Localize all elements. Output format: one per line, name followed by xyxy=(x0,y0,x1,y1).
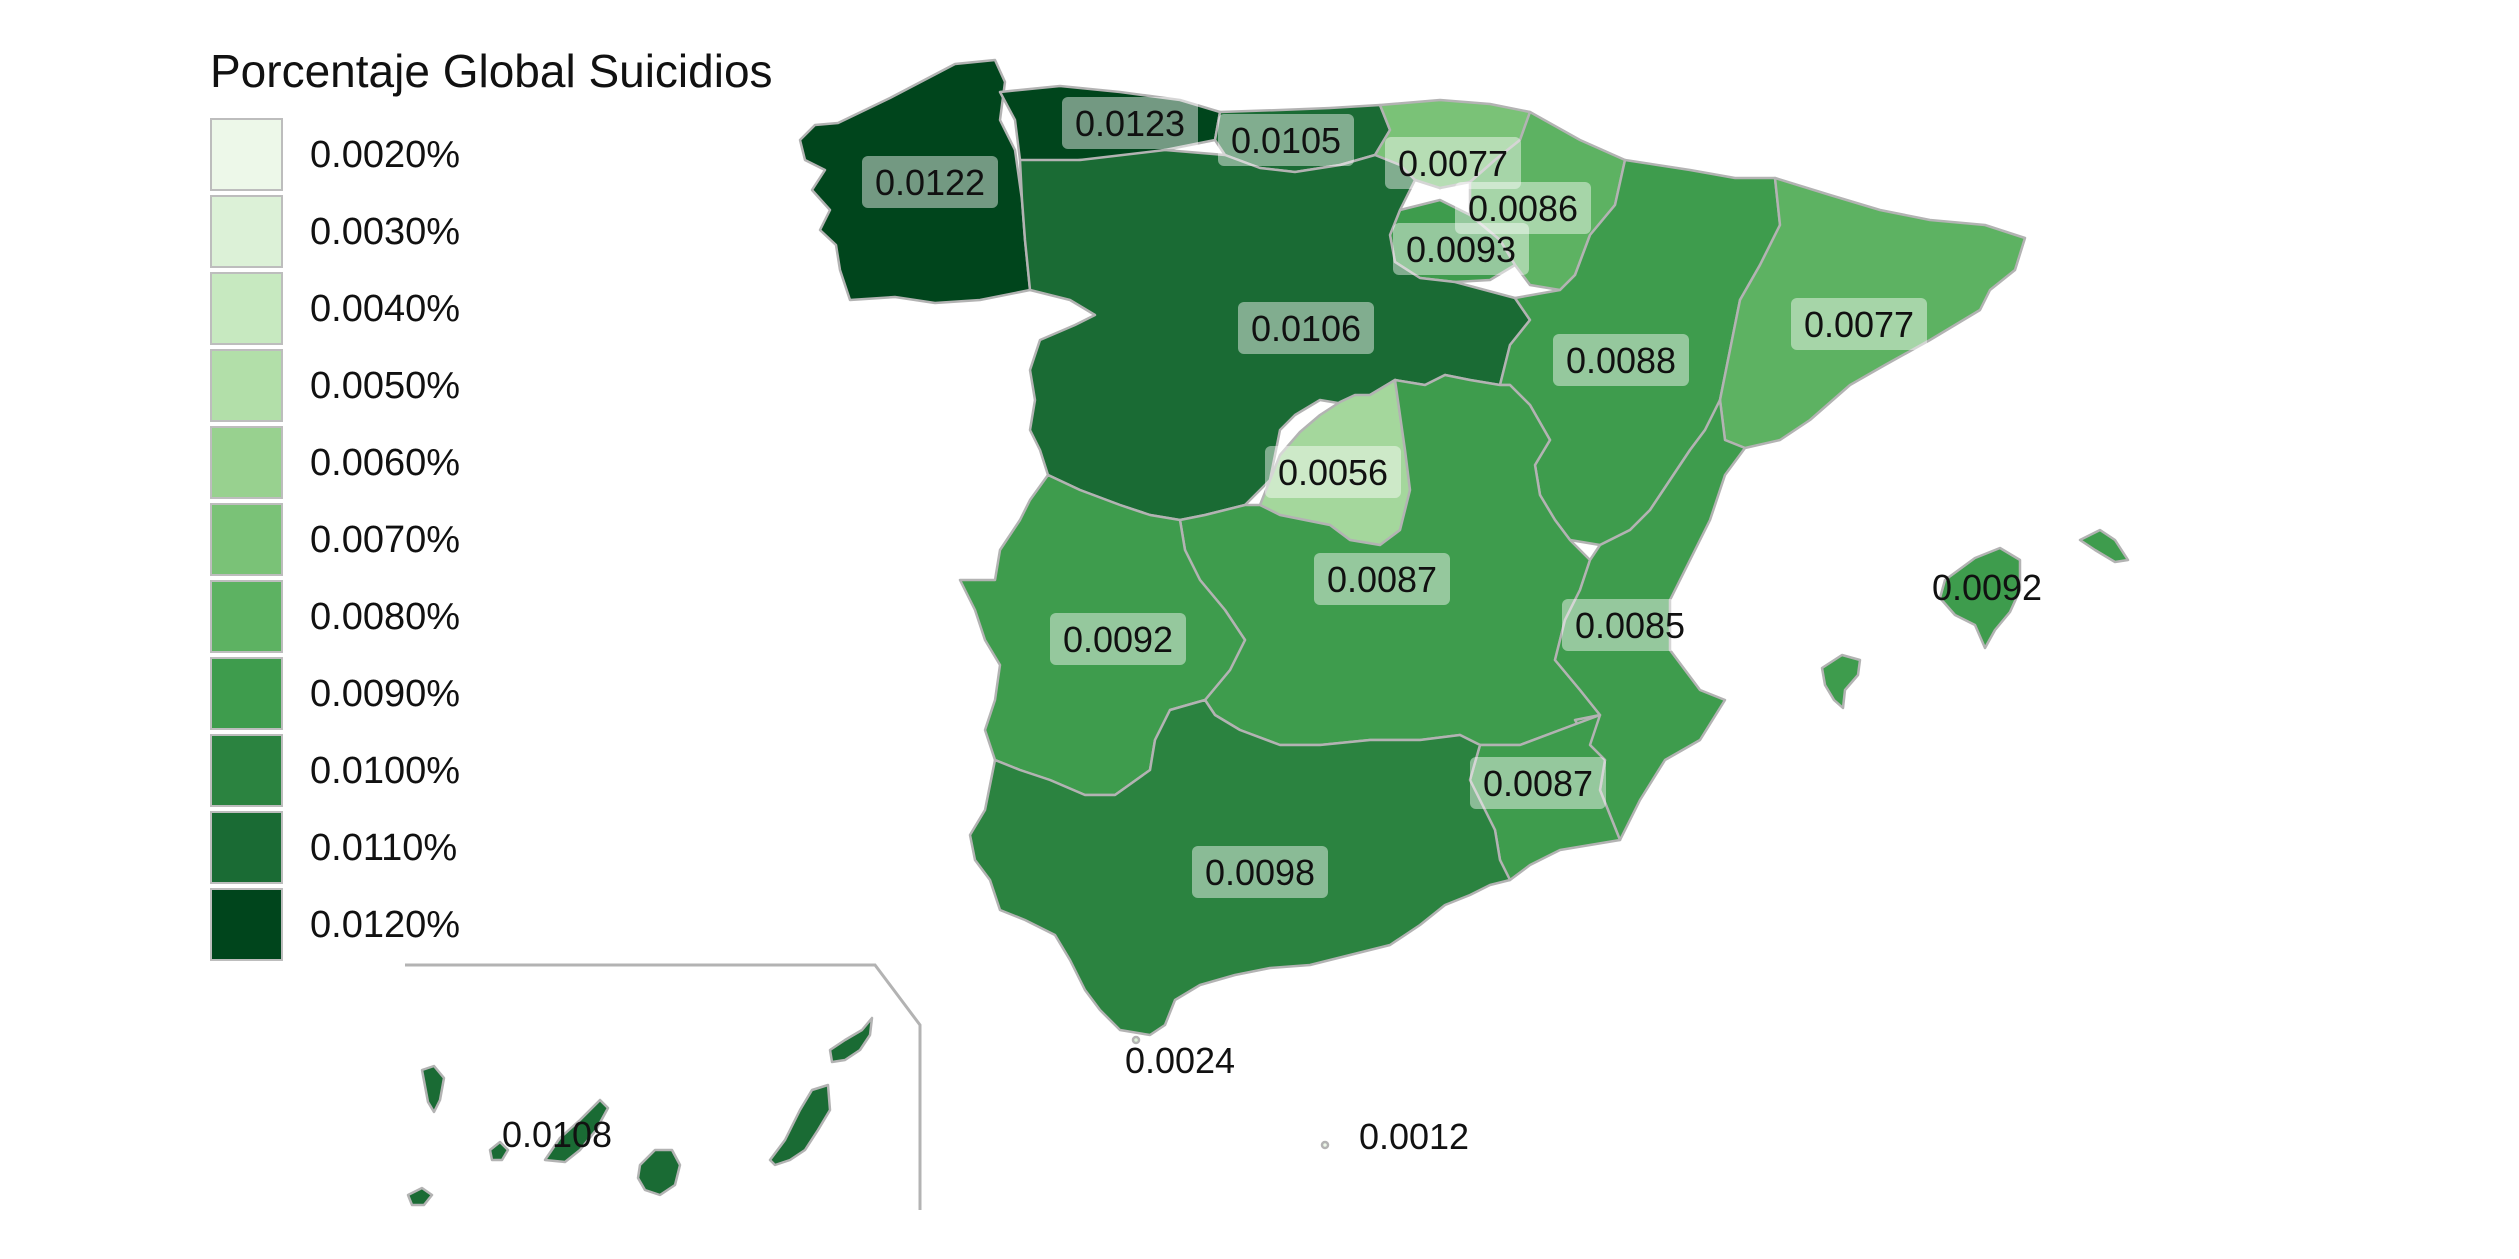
region-canarias-fuerteventura[interactable] xyxy=(768,1083,832,1167)
legend-swatch xyxy=(210,195,283,268)
label-cantabria: 0.0105 xyxy=(1218,114,1354,166)
legend-swatch xyxy=(210,734,283,807)
label-text: 0.0108 xyxy=(502,1114,612,1155)
legend-label: 0.0040% xyxy=(310,288,461,330)
label-cataluna: 0.0077 xyxy=(1791,298,1927,350)
legend-label: 0.0060% xyxy=(310,442,461,484)
label-pais-vasco: 0.0077 xyxy=(1385,137,1521,189)
label-bg xyxy=(1314,553,1450,605)
label-text: 0.0012 xyxy=(1359,1116,1469,1157)
label-bg xyxy=(1385,137,1521,189)
label-bg xyxy=(1791,298,1927,350)
legend-label: 0.0100% xyxy=(310,750,461,792)
label-comunidad-valenciana: 0.0085 xyxy=(1562,599,1698,651)
label-ceuta: 0.0024 xyxy=(1125,1040,1235,1081)
legend-swatch xyxy=(210,657,283,730)
legend-label: 0.0070% xyxy=(310,519,461,561)
region-value-labels: 0.0122 0.0123 0.0105 0.0077 0.0086 0.009… xyxy=(502,97,2042,1157)
label-aragon: 0.0088 xyxy=(1553,334,1689,386)
label-bg xyxy=(862,156,998,208)
region-andalucia[interactable] xyxy=(968,698,1512,1037)
label-bg xyxy=(1562,599,1698,651)
legend-swatch xyxy=(210,118,283,191)
legend-swatch xyxy=(210,888,283,961)
label-castilla-la-mancha: 0.0087 xyxy=(1314,553,1450,605)
region-canarias-lapalma[interactable] xyxy=(420,1064,446,1114)
legend-swatch xyxy=(210,349,283,422)
label-text: 0.0105 xyxy=(1231,120,1341,161)
legend-label: 0.0120% xyxy=(310,904,461,946)
label-navarra: 0.0086 xyxy=(1455,182,1591,234)
label-bg xyxy=(1393,223,1529,275)
label-text: 0.0056 xyxy=(1278,452,1388,493)
region-ceuta[interactable] xyxy=(1131,1035,1141,1045)
label-bg xyxy=(1553,334,1689,386)
label-bg xyxy=(1470,757,1606,809)
legend-swatch xyxy=(210,580,283,653)
region-canarias-lanzarote[interactable] xyxy=(828,1016,874,1064)
label-text: 0.0093 xyxy=(1406,229,1516,270)
label-asturias: 0.0123 xyxy=(1062,97,1198,149)
label-bg xyxy=(1238,302,1374,354)
label-baleares: 0.0092 xyxy=(1932,567,2042,608)
label-la-rioja: 0.0093 xyxy=(1393,223,1529,275)
region-canarias-hierro[interactable] xyxy=(406,1186,434,1207)
label-galicia: 0.0122 xyxy=(862,156,998,208)
region-baleares-menorca[interactable] xyxy=(2078,528,2130,564)
label-text: 0.0122 xyxy=(875,162,985,203)
region-baleares-ibiza[interactable] xyxy=(1820,653,1862,710)
label-text: 0.0077 xyxy=(1398,143,1508,184)
legend-label: 0.0030% xyxy=(310,211,461,253)
region-cataluna[interactable] xyxy=(1718,176,2027,450)
label-text: 0.0085 xyxy=(1575,605,1685,646)
label-bg xyxy=(1455,182,1591,234)
label-madrid: 0.0056 xyxy=(1265,446,1401,498)
label-text: 0.0088 xyxy=(1566,340,1676,381)
region-baleares-mallorca[interactable] xyxy=(1938,546,2022,650)
legend-title: Porcentaje Global Suicidios xyxy=(210,45,773,97)
label-bg xyxy=(1218,114,1354,166)
label-canarias: 0.0108 xyxy=(502,1114,612,1155)
canary-islands-inset-frame xyxy=(405,963,922,1210)
legend-swatch xyxy=(210,426,283,499)
label-bg xyxy=(1050,613,1186,665)
region-shapes xyxy=(406,58,2130,1207)
region-canarias-lagomera[interactable] xyxy=(488,1140,510,1162)
legend-label: 0.0110% xyxy=(310,827,458,869)
legend-swatch xyxy=(210,811,283,884)
label-text: 0.0098 xyxy=(1205,852,1315,893)
label-andalucia: 0.0098 xyxy=(1192,846,1328,898)
legend-label: 0.0080% xyxy=(310,596,461,638)
label-text: 0.0087 xyxy=(1483,763,1593,804)
legend-label: 0.0020% xyxy=(310,134,461,176)
label-text: 0.0092 xyxy=(1063,619,1173,660)
label-text: 0.0086 xyxy=(1468,188,1578,229)
label-bg xyxy=(1265,446,1401,498)
label-murcia: 0.0087 xyxy=(1470,757,1606,809)
label-castilla-y-leon: 0.0106 xyxy=(1238,302,1374,354)
legend-swatch xyxy=(210,272,283,345)
label-text: 0.0024 xyxy=(1125,1040,1235,1081)
region-melilla[interactable] xyxy=(1320,1140,1330,1150)
region-comunidad-valenciana[interactable] xyxy=(1553,398,1747,842)
label-melilla: 0.0012 xyxy=(1359,1116,1469,1157)
label-text: 0.0092 xyxy=(1932,567,2042,608)
label-extremadura: 0.0092 xyxy=(1050,613,1186,665)
label-text: 0.0123 xyxy=(1075,103,1185,144)
label-text: 0.0087 xyxy=(1327,559,1437,600)
legend-swatch xyxy=(210,503,283,576)
label-text: 0.0077 xyxy=(1804,304,1914,345)
region-galicia[interactable] xyxy=(798,58,1032,305)
region-canarias-grancanaria[interactable] xyxy=(636,1148,682,1197)
label-bg xyxy=(1062,97,1198,149)
region-canarias-tenerife[interactable] xyxy=(543,1098,610,1164)
legend-label: 0.0090% xyxy=(310,673,461,715)
label-text: 0.0106 xyxy=(1251,308,1361,349)
label-bg xyxy=(1192,846,1328,898)
legend-label: 0.0050% xyxy=(310,365,461,407)
